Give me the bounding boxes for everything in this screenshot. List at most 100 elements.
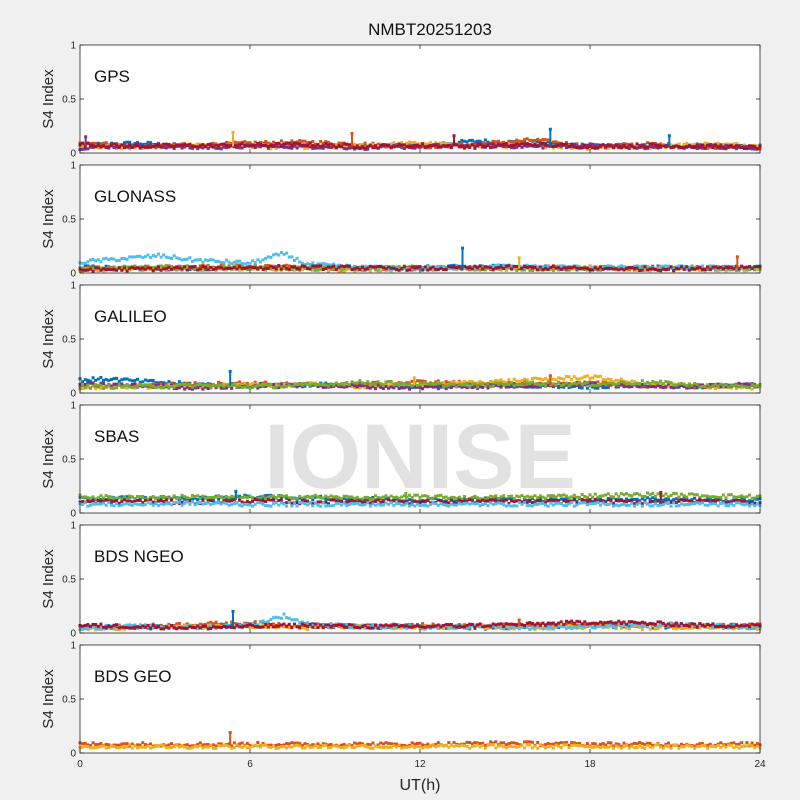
- data-point: [740, 386, 744, 390]
- data-point: [669, 385, 673, 389]
- data-point: [204, 496, 208, 500]
- data-point: [368, 497, 372, 501]
- data-point: [632, 380, 636, 384]
- data-point: [460, 497, 464, 501]
- data-point: [669, 493, 673, 497]
- data-point: [321, 496, 325, 500]
- data-point: [700, 384, 704, 388]
- data-point: [277, 141, 281, 145]
- data-point: [138, 142, 142, 146]
- data-point: [585, 147, 589, 151]
- data-point: [143, 255, 147, 259]
- data-point: [619, 377, 623, 381]
- data-point: [248, 383, 252, 387]
- data-point: [604, 267, 608, 271]
- data-point: [368, 269, 372, 273]
- data-point: [219, 144, 223, 148]
- data-point: [564, 141, 568, 145]
- data-point: [515, 379, 519, 383]
- data-point: [209, 385, 213, 389]
- data-point: [266, 255, 270, 259]
- y-axis-label: S4 Index: [40, 309, 57, 369]
- data-point: [196, 147, 200, 151]
- data-point: [248, 261, 252, 265]
- data-point: [355, 268, 359, 272]
- data-point: [282, 264, 286, 268]
- data-point: [326, 502, 330, 506]
- data-point: [434, 265, 438, 269]
- data-point: [428, 144, 432, 148]
- data-point: [408, 382, 412, 386]
- data-point: [729, 383, 733, 387]
- data-point: [324, 140, 328, 144]
- data-point: [122, 384, 126, 388]
- data-point: [562, 497, 566, 501]
- data-point: [520, 145, 524, 149]
- data-point: [368, 264, 372, 268]
- data-point: [374, 494, 378, 498]
- data-point: [285, 145, 289, 149]
- data-point: [525, 494, 529, 498]
- data-point: [243, 385, 247, 389]
- data-point: [353, 265, 357, 269]
- data-point: [680, 265, 684, 269]
- data-point: [669, 381, 673, 385]
- data-point: [227, 145, 231, 149]
- data-point: [125, 495, 129, 499]
- data-point: [745, 500, 749, 504]
- data-point: [277, 264, 281, 268]
- plot-area: [80, 285, 760, 393]
- data-point: [238, 265, 242, 269]
- data-point: [387, 498, 391, 502]
- data-point: [481, 498, 485, 502]
- data-point: [622, 268, 626, 272]
- data-point: [724, 267, 728, 271]
- data-point: [290, 383, 294, 387]
- data-point: [528, 143, 532, 147]
- data-point: [439, 499, 443, 503]
- data-point: [638, 383, 642, 387]
- data-point: [368, 143, 372, 147]
- data-point: [646, 491, 650, 495]
- data-point: [146, 497, 150, 501]
- data-point: [112, 265, 116, 269]
- data-point: [551, 268, 555, 272]
- data-point: [99, 500, 103, 504]
- data-point: [614, 492, 618, 496]
- data-point: [721, 142, 725, 146]
- data-point: [321, 385, 325, 389]
- data-point: [455, 382, 459, 386]
- data-point: [311, 261, 315, 265]
- data-point: [358, 267, 362, 271]
- data-point: [659, 142, 663, 146]
- data-point: [326, 145, 330, 149]
- data-point: [405, 267, 409, 271]
- data-point: [130, 379, 134, 383]
- data-point: [473, 494, 477, 498]
- data-point: [421, 494, 425, 498]
- data-point: [504, 264, 508, 268]
- data-point: [436, 265, 440, 269]
- data-point: [248, 144, 252, 148]
- data-point: [415, 500, 419, 504]
- data-point: [462, 146, 466, 150]
- data-point: [277, 386, 281, 390]
- data-point: [190, 146, 194, 150]
- data-point: [266, 264, 270, 268]
- data-point: [167, 380, 171, 384]
- data-point: [102, 384, 106, 388]
- data-point: [567, 382, 571, 386]
- data-point: [162, 385, 166, 389]
- data-point: [345, 147, 349, 151]
- data-point: [138, 495, 142, 499]
- data-point: [436, 498, 440, 502]
- data-point: [122, 142, 126, 146]
- data-point: [499, 497, 503, 501]
- data-point: [376, 267, 380, 271]
- data-point: [332, 144, 336, 148]
- data-point: [486, 383, 490, 387]
- data-point: [258, 496, 262, 500]
- data-point: [732, 495, 736, 499]
- data-point: [324, 145, 328, 149]
- data-point: [99, 494, 103, 498]
